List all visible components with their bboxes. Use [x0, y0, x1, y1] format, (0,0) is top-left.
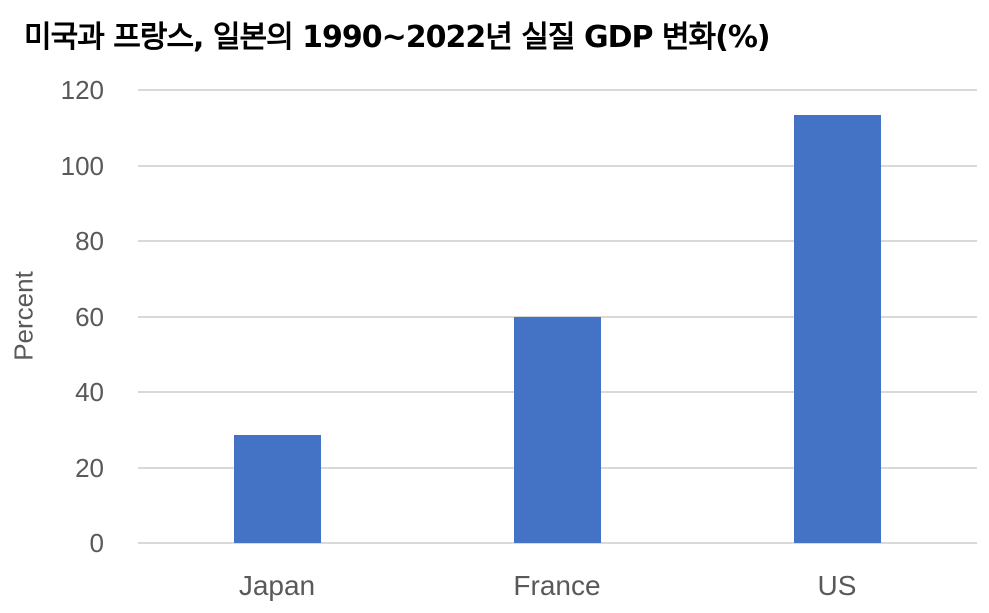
gridline	[138, 542, 977, 544]
x-tick-label: Japan	[238, 570, 316, 601]
y-tick-label: 100	[60, 150, 104, 181]
y-tick-label: 80	[75, 226, 104, 256]
gridline	[138, 89, 977, 91]
bar-us	[794, 114, 881, 543]
x-tick-label: US	[817, 570, 857, 601]
y-tick-label: 0	[89, 528, 104, 558]
y-tick-label: 20	[75, 452, 104, 483]
bar-france	[514, 316, 601, 543]
y-tick-label: 120	[60, 75, 104, 105]
y-tick-label: 40	[75, 377, 104, 407]
y-tick-label: 60	[75, 301, 104, 332]
gridline	[138, 240, 977, 242]
gridline	[138, 164, 977, 167]
chart-title: 미국과 프랑스, 일본의 1990~2022년 실질 GDP 변화(%)	[24, 20, 771, 55]
x-tick-label: France	[513, 570, 601, 601]
bar-japan	[234, 435, 321, 543]
